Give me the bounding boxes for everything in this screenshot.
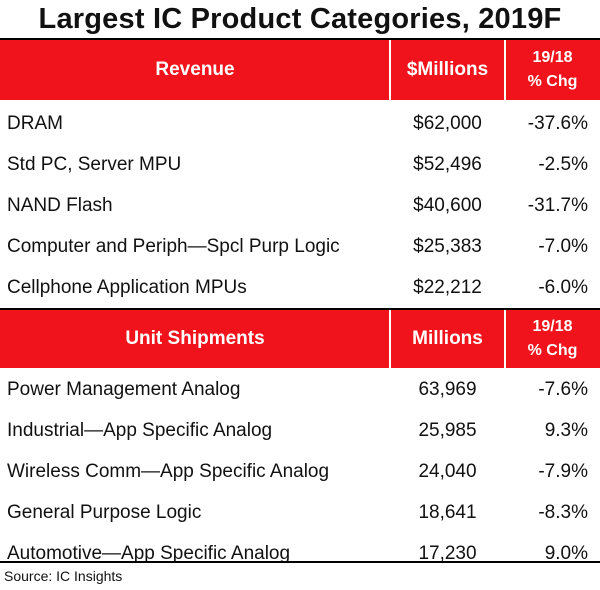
revenue-header-value: $Millions — [406, 59, 489, 80]
revenue-header-change: 19/18 % Chg — [505, 40, 600, 100]
header-divider — [389, 310, 391, 368]
row-value: 18,641 — [418, 502, 477, 523]
row-change: 9.3% — [544, 420, 588, 441]
header-divider — [389, 40, 391, 100]
unit-header-value: Millions — [412, 328, 483, 349]
row-change: -6.0% — [538, 277, 588, 298]
unit-shipments-header: Unit Shipments Millions 19/18 % Chg — [0, 308, 600, 368]
unit-header-change-line1: 19/18 — [532, 318, 573, 335]
table-row: Automotive—App Specific Analog 17,230 9.… — [0, 533, 600, 574]
row-value: $25,383 — [413, 236, 482, 257]
row-value: 63,969 — [418, 379, 477, 400]
source-note: Source: IC Insights — [0, 561, 600, 590]
row-category: Cellphone Application MPUs — [7, 277, 247, 298]
unit-header-change: 19/18 % Chg — [505, 310, 600, 368]
table-row: Power Management Analog 63,969 -7.6% — [0, 369, 600, 410]
header-divider — [504, 310, 506, 368]
row-value: $62,000 — [413, 113, 482, 134]
row-category: DRAM — [7, 113, 63, 134]
revenue-header-category: Revenue — [155, 59, 235, 80]
table-row: Std PC, Server MPU $52,496 -2.5% — [0, 144, 600, 185]
table-row: Industrial—App Specific Analog 25,985 9.… — [0, 410, 600, 451]
table-row: Computer and Periph—Spcl Purp Logic $25,… — [0, 226, 600, 267]
row-change: -2.5% — [538, 154, 588, 175]
unit-header-category: Unit Shipments — [125, 328, 265, 349]
revenue-rows: DRAM $62,000 -37.6% Std PC, Server MPU $… — [0, 100, 600, 308]
row-category: NAND Flash — [7, 195, 113, 216]
row-change: -8.3% — [538, 502, 588, 523]
row-value: 25,985 — [418, 420, 477, 441]
row-value: 17,230 — [418, 543, 477, 564]
table-row: NAND Flash $40,600 -31.7% — [0, 185, 600, 226]
unit-header-change-line2: % Chg — [527, 342, 578, 359]
row-category: Std PC, Server MPU — [7, 154, 182, 175]
row-category: Power Management Analog — [7, 379, 241, 400]
row-category: General Purpose Logic — [7, 502, 202, 523]
row-change: -31.7% — [527, 195, 588, 216]
row-category: Computer and Periph—Spcl Purp Logic — [7, 236, 340, 257]
row-change: -7.9% — [538, 461, 588, 482]
row-category: Wireless Comm—App Specific Analog — [7, 461, 330, 482]
ic-categories-table: Revenue $Millions 19/18 % Chg DRAM $62,0… — [0, 38, 600, 574]
row-change: -7.0% — [538, 236, 588, 257]
row-change: 9.0% — [544, 543, 588, 564]
revenue-header-change-line2: % Chg — [527, 73, 578, 90]
revenue-header: Revenue $Millions 19/18 % Chg — [0, 38, 600, 100]
row-change: -7.6% — [538, 379, 588, 400]
row-value: $22,212 — [413, 277, 482, 298]
table-row: DRAM $62,000 -37.6% — [0, 103, 600, 144]
row-value: $40,600 — [413, 195, 482, 216]
row-change: -37.6% — [527, 113, 588, 134]
header-divider — [504, 40, 506, 100]
table-row: Cellphone Application MPUs $22,212 -6.0% — [0, 267, 600, 308]
unit-shipments-rows: Power Management Analog 63,969 -7.6% Ind… — [0, 368, 600, 574]
revenue-header-change-line1: 19/18 — [532, 49, 573, 66]
table-row: Wireless Comm—App Specific Analog 24,040… — [0, 451, 600, 492]
table-row: General Purpose Logic 18,641 -8.3% — [0, 492, 600, 533]
row-category: Automotive—App Specific Analog — [7, 543, 291, 564]
row-value: 24,040 — [418, 461, 477, 482]
row-value: $52,496 — [413, 154, 482, 175]
row-category: Industrial—App Specific Analog — [7, 420, 273, 441]
chart-title: Largest IC Product Categories, 2019F — [38, 3, 562, 35]
